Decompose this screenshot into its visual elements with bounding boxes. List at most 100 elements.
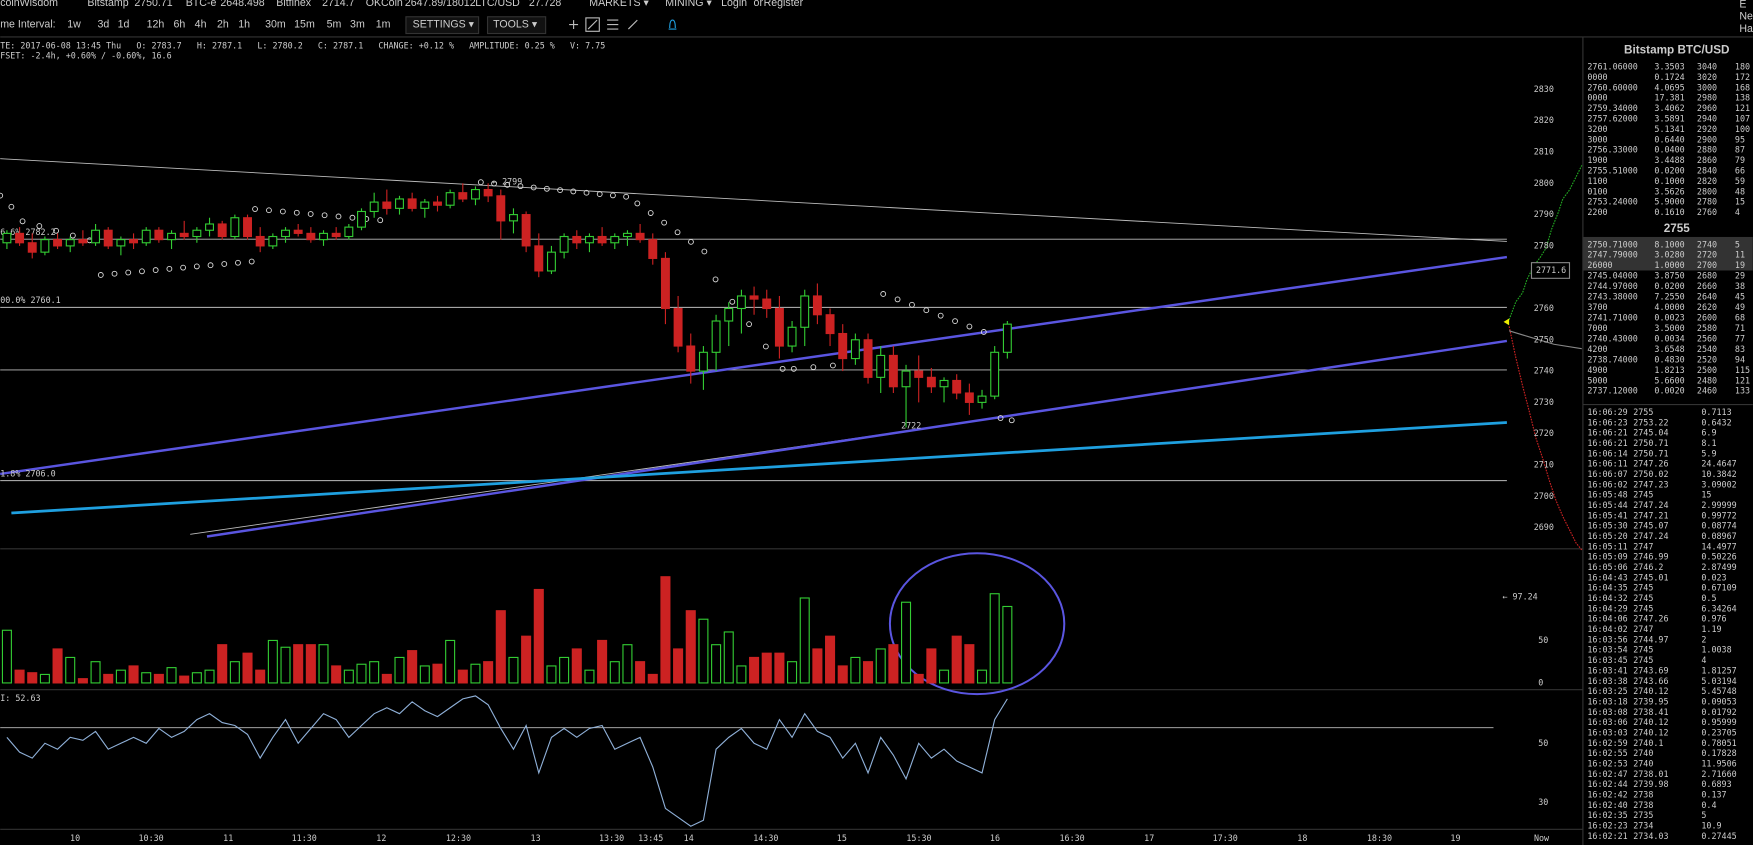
trade-price: 2745 — [1633, 593, 1653, 603]
bid-cell: 133 — [1735, 386, 1750, 396]
bid-cell: 5000 — [1587, 375, 1607, 385]
trade-amount: 2.71660 — [1701, 769, 1736, 779]
volume-bar — [635, 661, 646, 684]
candle-body — [471, 189, 480, 200]
trade-price: 2743.66 — [1633, 676, 1668, 686]
trade-amount: 1.81257 — [1701, 665, 1736, 675]
bid-cell: 2600 — [1697, 313, 1717, 323]
trade-price: 2739.98 — [1633, 779, 1668, 789]
trade-price: 2755 — [1633, 407, 1653, 417]
trade-time: 16:02:55 — [1587, 748, 1627, 758]
bid-cell: 71 — [1735, 323, 1745, 333]
ask-cell: 0.6440 — [1654, 134, 1684, 144]
sar-dot — [0, 192, 4, 199]
bid-cell: 2737.12000 — [1587, 386, 1637, 396]
trade-time: 16:05:11 — [1587, 541, 1627, 551]
bid-cell: 0.0034 — [1654, 333, 1684, 343]
volume-bar — [153, 673, 164, 684]
tools-button[interactable] — [486, 16, 547, 35]
settings-button[interactable] — [405, 16, 480, 35]
volume-tick-label: 50 — [1538, 635, 1548, 645]
current-price-box — [1530, 262, 1571, 279]
side-link: E — [1739, 0, 1746, 10]
bid-cell: 2743.38000 — [1587, 292, 1637, 302]
depth-line — [1508, 330, 1582, 350]
candle-body — [952, 379, 962, 394]
volume-bar — [179, 675, 190, 684]
trade-price: 2739.95 — [1633, 696, 1668, 706]
trade-price: 2745 — [1633, 655, 1653, 665]
ask-cell: 87 — [1735, 145, 1745, 155]
trade-time: 16:06:07 — [1587, 469, 1627, 479]
candle-body — [407, 198, 417, 209]
login-link: Login — [721, 0, 747, 9]
trade-amount: 6.34264 — [1701, 603, 1736, 613]
icon-line[interactable] — [585, 17, 600, 32]
time-label: 17:30 — [1213, 833, 1238, 843]
price-tick-label: 2730 — [1534, 397, 1554, 407]
candle-body — [281, 229, 290, 238]
icon-bell[interactable] — [668, 19, 677, 30]
ask-cell: 3000 — [1587, 134, 1607, 144]
volume-bar — [951, 635, 962, 684]
trend-line — [0, 255, 1508, 476]
ask-cell: 17.381 — [1654, 93, 1684, 103]
interval-button: 4h — [195, 18, 207, 30]
sar-dot — [53, 227, 59, 234]
trade-time: 16:06:11 — [1587, 459, 1627, 469]
highlight-ellipse — [888, 552, 1066, 696]
trade-amount: 0.01792 — [1701, 707, 1736, 717]
ask-cell: 2761.06000 — [1587, 62, 1637, 72]
trade-amount: 10.9 — [1701, 820, 1721, 830]
icon-pen[interactable] — [627, 19, 638, 30]
candle-body — [648, 239, 658, 259]
trade-time: 16:05:30 — [1587, 521, 1627, 531]
trade-time: 16:03:56 — [1587, 634, 1627, 644]
time-label: 12:30 — [446, 833, 471, 843]
trade-price: 2738 — [1633, 800, 1653, 810]
volume-bar — [318, 644, 329, 684]
trade-price: 2747.24 — [1633, 531, 1668, 541]
volume-bar — [432, 663, 443, 684]
ask-cell: 2755.51000 — [1587, 166, 1637, 176]
trade-price: 2745.04 — [1633, 428, 1668, 438]
volume-bar — [964, 644, 975, 684]
candle-body — [243, 217, 252, 238]
trade-amount: 0.6893 — [1701, 779, 1731, 789]
trade-time: 16:02:23 — [1587, 820, 1627, 830]
sar-dot — [530, 184, 537, 191]
trade-amount: 6.9 — [1701, 428, 1716, 438]
candle-body — [483, 189, 493, 197]
trade-price: 2746.99 — [1633, 552, 1668, 562]
ask-cell: 3.5891 — [1654, 114, 1684, 124]
bid-cell: 1.8213 — [1654, 365, 1684, 375]
candle-body — [635, 232, 645, 241]
trade-amount: 1.0038 — [1701, 645, 1731, 655]
bid-cell: 5 — [1735, 239, 1740, 249]
trade-time: 16:02:42 — [1587, 789, 1627, 799]
trade-amount: 0.08967 — [1701, 531, 1736, 541]
price-tick-label: 2740 — [1534, 366, 1554, 376]
ask-cell: 48 — [1735, 186, 1745, 196]
time-label: 10 — [70, 833, 80, 843]
trend-line — [0, 158, 1507, 242]
icon-cross[interactable] — [569, 20, 579, 30]
volume-bar — [939, 669, 950, 684]
time-label: 13:30 — [599, 833, 624, 843]
volume-bar — [901, 601, 912, 684]
volume-bar — [913, 673, 924, 684]
trade-time: 16:03:03 — [1587, 727, 1627, 737]
volume-bar — [103, 673, 114, 684]
icon-hlines[interactable] — [607, 19, 619, 30]
bid-cell: 19 — [1735, 260, 1745, 270]
volume-bar — [698, 618, 709, 684]
price-tick-label: 2780 — [1534, 240, 1554, 250]
volume-bar — [191, 672, 202, 684]
sar-dot — [152, 267, 159, 273]
candle-body — [800, 295, 810, 328]
trade-amount: 3.09002 — [1701, 479, 1736, 489]
sar-dot — [909, 301, 915, 308]
sar-dot — [166, 265, 173, 272]
sar-dot — [810, 364, 817, 371]
